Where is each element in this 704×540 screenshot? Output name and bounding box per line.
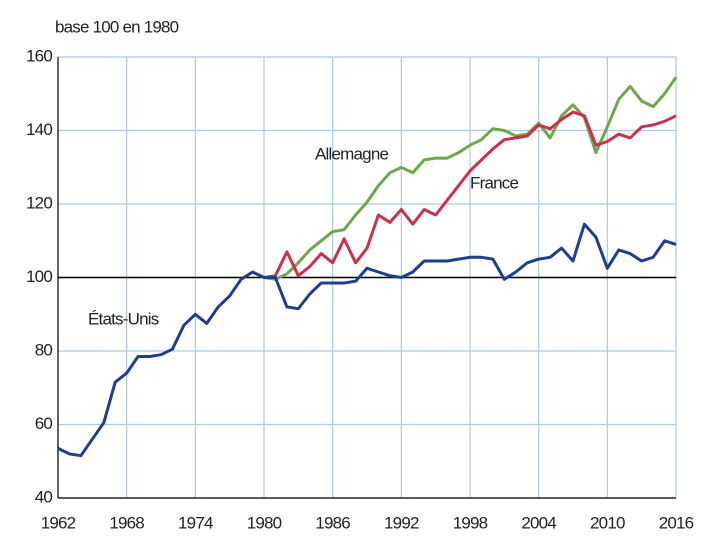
y-tick-label: 40 (35, 487, 53, 506)
x-tick-label: 1974 (178, 513, 213, 532)
x-tick-label: 2004 (521, 513, 556, 532)
y-tick-label: 120 (26, 193, 52, 212)
y-tick-label: 160 (26, 46, 52, 65)
x-tick-label: 1980 (247, 513, 282, 532)
x-tick-label: 2016 (659, 513, 694, 532)
y-tick-label: 100 (26, 267, 52, 286)
y-tick-label: 80 (35, 340, 53, 359)
x-tick-label: 1986 (315, 513, 350, 532)
series-label: France (470, 173, 518, 192)
x-tick-label: 1962 (41, 513, 76, 532)
x-tick-label: 1968 (109, 513, 144, 532)
y-tick-label: 60 (35, 414, 53, 433)
y-axis-label: base 100 en 1980 (55, 17, 179, 36)
series-line (263, 110, 677, 279)
series-label: Allemagne (315, 144, 388, 163)
x-tick-label: 1992 (384, 513, 419, 532)
series-line (57, 222, 677, 458)
x-tick-label: 1998 (453, 513, 488, 532)
series-label: États-Unis (88, 309, 159, 328)
series-line (263, 76, 678, 281)
x-tick-label: 2010 (590, 513, 625, 532)
y-tick-label: 140 (26, 120, 52, 139)
